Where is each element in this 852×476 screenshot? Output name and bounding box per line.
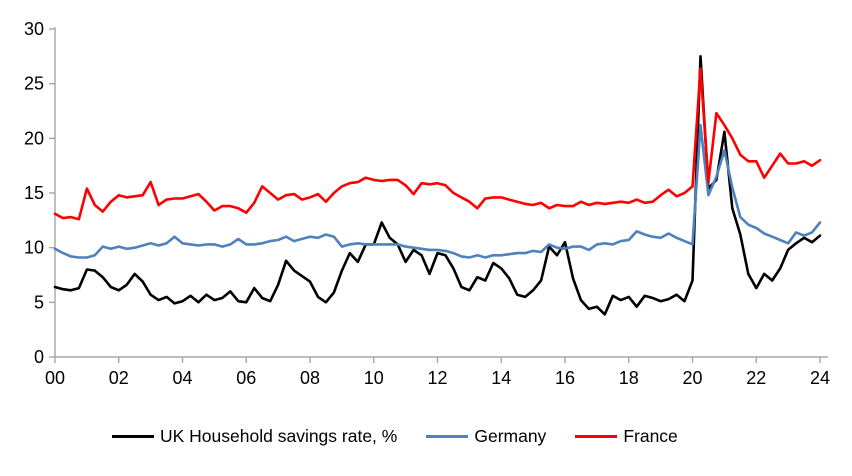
series-line-uk (53, 54, 822, 316)
germany-line-swatch (426, 434, 469, 438)
chart-legend: UK Household savings rate, % Germany Fra… (112, 425, 678, 447)
germany-legend-label: Germany (474, 426, 547, 446)
legend-item-germany: Germany (426, 425, 546, 447)
y-tick-label: 25 (24, 74, 44, 94)
series-line-germany (53, 123, 822, 259)
y-tick-label: 5 (34, 292, 44, 312)
series-line-france (53, 67, 822, 221)
x-tick-label: 10 (364, 368, 384, 388)
uk-legend-label: UK Household savings rate, % (160, 426, 398, 446)
x-tick-label: 12 (427, 368, 447, 388)
uk-line-swatch (112, 434, 154, 438)
legend-item-uk: UK Household savings rate, % (112, 425, 397, 447)
france-line-swatch (575, 434, 618, 438)
y-tick-label: 20 (24, 128, 44, 148)
x-tick-label: 08 (300, 368, 320, 388)
y-tick-label: 0 (34, 347, 44, 367)
legend-item-france: France (575, 425, 678, 447)
france-legend-label: France (623, 426, 678, 446)
x-tick-label: 00 (45, 368, 65, 388)
x-tick-label: 18 (619, 368, 639, 388)
y-tick-label: 15 (24, 183, 44, 203)
y-tick-label: 30 (24, 19, 44, 39)
x-tick-label: 04 (172, 368, 192, 388)
x-tick-label: 20 (682, 368, 702, 388)
x-tick-label: 22 (746, 368, 766, 388)
x-tick-label: 14 (491, 368, 511, 388)
x-tick-label: 16 (555, 368, 575, 388)
x-tick-label: 02 (109, 368, 129, 388)
savings-chart-svg: 0 5 10 15 20 25 30 00 02 04 06 08 10 12 14 16 18 20 22 24 (24, 19, 830, 388)
x-tick-label: 24 (810, 368, 830, 388)
x-tick-label: 06 (236, 368, 256, 388)
y-tick-label: 10 (24, 238, 44, 258)
